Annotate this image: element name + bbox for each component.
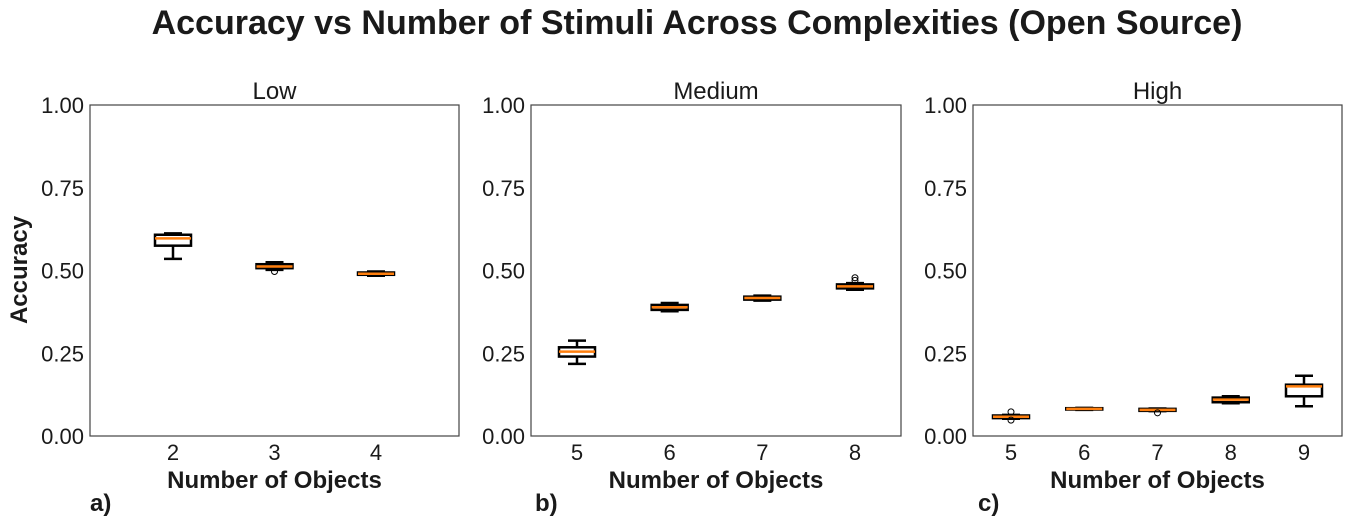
box-2: 2 [153,232,193,465]
y-tick-label: 0.25 [924,341,967,366]
x-tick-label: 7 [756,440,768,465]
x-axis-label: Number of Objects [167,467,382,494]
box-6: 6 [1065,406,1104,465]
flier-point [271,267,278,275]
x-tick-label: 4 [370,440,382,465]
box-iqr [153,233,193,247]
panel-title: Low [252,78,297,105]
y-tick-label: 0.50 [41,259,84,284]
x-tick-label: 6 [1078,440,1090,465]
y-tick-label: 0.50 [482,259,525,284]
flier-point [1154,409,1161,417]
y-axis-label: Accuracy [6,215,33,324]
y-tick-label: 0.00 [924,424,967,449]
y-tick-label: 0.75 [41,176,84,201]
y-tick-label: 1.00 [41,93,84,118]
panel-title: High [1133,78,1182,105]
x-tick-label: 2 [167,440,179,465]
plot-frame [530,104,902,437]
x-axis-label: Number of Objects [609,467,824,494]
panel-high: High 0.00 0.25 0.50 0.75 1.00 5 6 7 8 9 Number of O… [924,78,1343,517]
panel-label: b) [535,490,558,517]
box-7: 7 [1138,407,1177,465]
flier-point [851,276,859,284]
box-7: 7 [743,294,782,465]
y-tick-label: 0.00 [41,424,84,449]
flier-point [1007,416,1015,424]
panel-title: Medium [673,78,758,105]
box-5: 5 [991,408,1031,465]
box-8: 8 [1211,395,1250,465]
y-tick-label: 1.00 [482,93,525,118]
x-tick-label: 8 [849,440,861,465]
x-tick-label: 3 [268,440,280,465]
y-tick-label: 0.25 [41,341,84,366]
flier-point [1007,408,1015,416]
box-8: 8 [835,274,875,465]
y-tick-label: 0.00 [482,424,525,449]
y-tick-label: 0.75 [482,176,525,201]
plot-frame [89,104,460,437]
x-tick-label: 5 [1005,440,1017,465]
box-iqr [1284,383,1324,398]
x-axis-label: Number of Objects [1050,467,1265,494]
panel-medium: Medium 0.00 0.25 0.50 0.75 1.00 5 6 7 8 Number of … [482,78,902,517]
x-tick-label: 7 [1151,440,1163,465]
plot-frame [972,104,1343,437]
y-tick-label: 0.25 [482,341,525,366]
y-tick-label: 0.50 [924,259,967,284]
box-9: 9 [1284,374,1324,465]
box-3: 3 [255,260,294,465]
x-tick-label: 6 [664,440,676,465]
panel-label: c) [978,490,999,517]
flier-point [851,274,859,282]
box-5: 5 [557,339,597,465]
x-tick-label: 8 [1225,440,1237,465]
x-tick-label: 5 [571,440,583,465]
chart-title: Accuracy vs Number of Stimuli Across Com… [152,4,1243,42]
box-4: 4 [356,270,396,465]
y-tick-label: 0.75 [924,176,967,201]
y-tick-label: 1.00 [924,93,967,118]
x-tick-label: 9 [1298,440,1310,465]
box-6: 6 [650,301,689,465]
panel-label: a) [90,490,111,517]
